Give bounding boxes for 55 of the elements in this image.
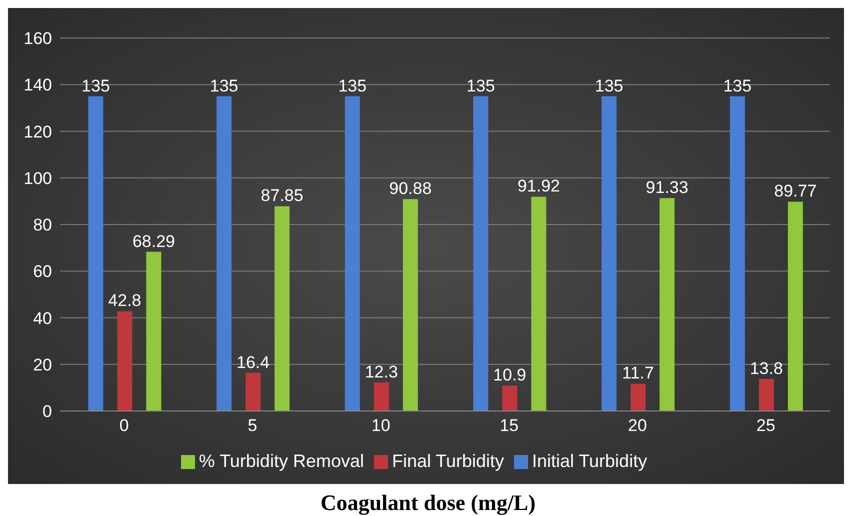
bar [374,382,389,411]
bar [246,372,261,411]
data-label: 12.3 [364,362,398,382]
data-label: 42.8 [108,291,142,310]
bar [216,96,232,411]
legend-label: % Turbidity Removal [198,451,364,471]
data-label: 91.92 [517,176,560,196]
data-label: 135 [466,76,495,96]
data-label: 11.7 [622,364,654,383]
data-label: 13.8 [750,358,783,378]
y-tick-label: 60 [33,262,52,282]
bar [602,96,617,411]
bar [660,198,675,411]
x-tick-label: 5 [248,416,258,436]
data-label: 68.29 [132,232,176,251]
data-label: 91.33 [646,178,688,198]
y-tick-label: 120 [24,122,52,142]
y-tick-label: 160 [24,29,52,48]
data-label: 135 [82,76,110,96]
y-tick-label: 0 [42,402,52,422]
x-tick-label: 0 [119,416,129,436]
y-tick-label: 100 [24,168,52,188]
bar [88,96,104,411]
data-label: 90.88 [389,179,432,198]
data-label: 135 [210,76,238,96]
y-tick-label: 140 [24,76,52,95]
bar [402,199,418,411]
bar [630,384,646,411]
data-label: 87.85 [260,186,304,206]
bar [344,96,360,411]
data-label: 135 [723,76,752,96]
bar [531,196,546,411]
bar [473,96,488,411]
x-axis-title: Coagulant dose (mg/L) [319,490,537,516]
bar [758,378,774,411]
bar [730,96,745,411]
data-label: 135 [338,76,367,96]
y-tick-label: 20 [33,355,52,374]
x-tick-label: 25 [756,416,776,436]
data-label: 10.9 [493,366,526,385]
bar [146,252,162,411]
legend-label: Final Turbidity [392,451,504,471]
bar [788,202,803,411]
data-label: 135 [594,76,624,96]
data-label: 89.77 [774,182,817,201]
y-tick-label: 80 [33,216,52,235]
bar [274,206,290,411]
legend-label: Initial Turbidity [532,451,648,471]
data-label: 16.4 [236,352,270,372]
y-tick-label: 40 [33,308,52,328]
x-tick-label: 10 [371,416,390,436]
x-tick-label: 20 [628,416,647,436]
bar [502,386,518,411]
bar [117,311,132,411]
x-tick-label: 15 [500,416,519,436]
